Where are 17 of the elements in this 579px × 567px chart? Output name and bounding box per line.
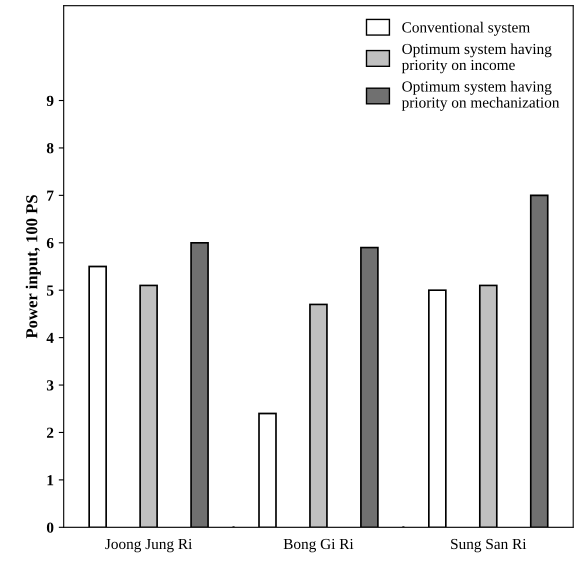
legend-label: Conventional system: [402, 22, 530, 36]
y-tick-label: 9: [46, 96, 54, 106]
y-tick-label: 4: [46, 332, 54, 343]
x-tick-label: Bong Gi Ri: [284, 538, 354, 552]
y-tick-label: 6: [46, 238, 54, 248]
y-tick-label: 2: [46, 428, 54, 438]
y-tick-label: 3: [46, 380, 54, 390]
legend-label: Optimum system having priority on income: [402, 43, 552, 74]
legend-label: Optimum system having priority on mechanization: [402, 80, 560, 111]
y-tick-label: 5: [46, 285, 54, 296]
y-tick-label: 0: [46, 522, 54, 533]
y-tick-label: 8: [46, 143, 54, 154]
y-tick-label: 1: [48, 475, 54, 486]
y-tick-label: 7: [47, 190, 54, 201]
x-tick-label: Joong Jung Ri: [105, 538, 192, 552]
y-axis-title: Power input, 100 PS: [26, 195, 41, 338]
x-tick-label: Sung San Ri: [451, 538, 526, 552]
